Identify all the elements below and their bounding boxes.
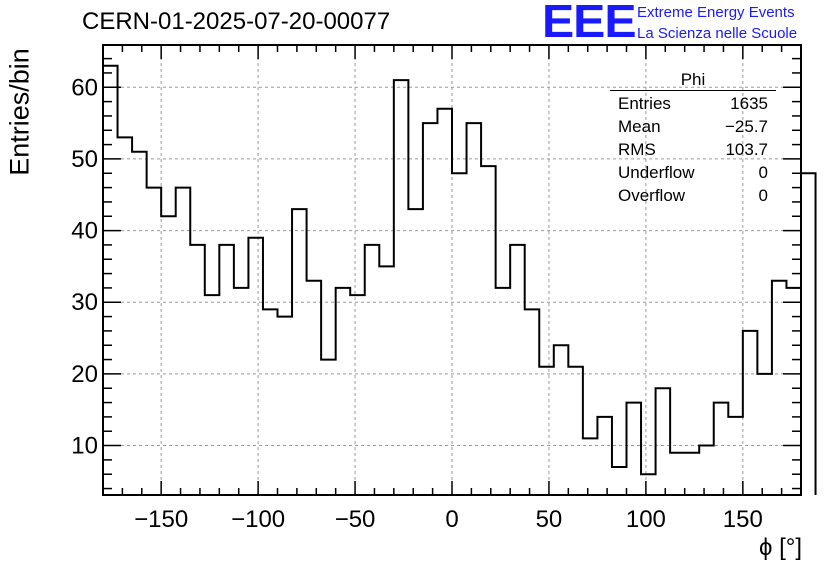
stats-title: Phi	[680, 70, 706, 89]
stats-row-mean: Mean −25.7	[610, 115, 776, 138]
stats-row-underflow: Underflow 0	[610, 161, 776, 184]
stats-value: 103.7	[725, 140, 768, 159]
logo-caption-line2: La Scienza nelle Scuole	[637, 25, 798, 42]
stats-label: RMS	[618, 140, 656, 159]
x-tick-label: −50	[335, 506, 376, 533]
y-tick-label: 60	[71, 74, 98, 101]
stats-label: Underflow	[618, 163, 695, 182]
stats-row-overflow: Overflow 0	[610, 184, 776, 207]
logo-caption-line1: Extreme Energy Events	[637, 4, 795, 21]
x-tick-label: −100	[231, 506, 285, 533]
x-tick-label: −150	[134, 506, 188, 533]
y-tick-label: 10	[71, 433, 98, 460]
stats-value: 0	[758, 163, 768, 182]
x-tick-label: 150	[723, 506, 763, 533]
x-axis-tick-labels: −150 −100 −50 0 50 100 150	[134, 506, 763, 533]
x-tick-label: 100	[626, 506, 666, 533]
stats-row-entries: Entries 1635	[610, 92, 776, 115]
y-axis-tick-labels: 10 20 30 40 50 60	[71, 74, 98, 459]
stats-value: 0	[758, 186, 768, 205]
histogram-series-phi	[102, 64, 817, 495]
y-tick-label: 40	[71, 218, 98, 245]
stats-label: Entries	[618, 94, 671, 113]
stats-value: −25.7	[724, 117, 768, 136]
y-tick-label: 20	[71, 361, 98, 388]
x-tick-label: 50	[536, 506, 563, 533]
stats-value: 1635	[730, 94, 768, 113]
x-axis-label: ϕ [°]	[758, 534, 802, 561]
stats-row-rms: RMS 103.7	[610, 138, 776, 161]
x-tick-label: 0	[445, 506, 458, 533]
plot-frame	[102, 44, 802, 496]
eee-logo: EEE	[542, 0, 637, 47]
y-tick-label: 30	[71, 289, 98, 316]
y-axis-label: Entries/bin	[4, 48, 35, 176]
chart-title: CERN-01-2025-07-20-00077	[82, 8, 391, 35]
y-tick-label: 50	[71, 146, 98, 173]
stats-label: Mean	[618, 117, 661, 136]
stats-divider	[610, 90, 776, 91]
stats-label: Overflow	[618, 186, 686, 205]
stats-box: Phi Entries 1635 Mean −25.7 RMS 103.7 Un…	[610, 70, 776, 207]
